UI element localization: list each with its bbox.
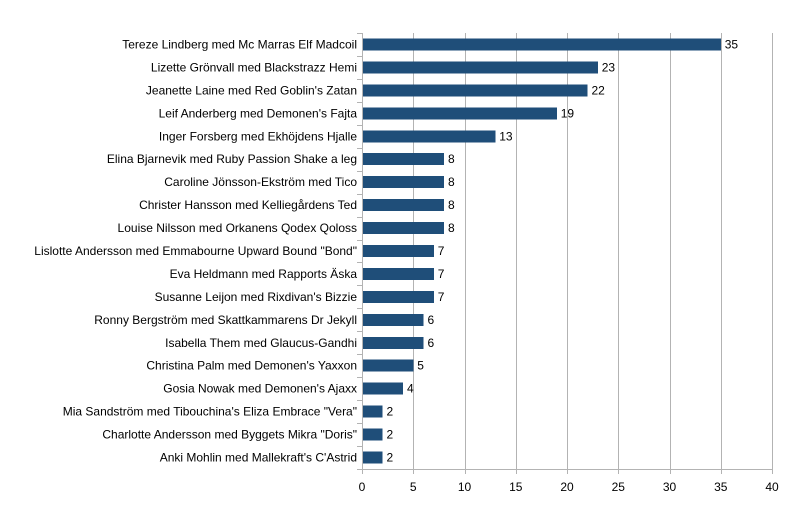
bar bbox=[363, 222, 444, 235]
bar bbox=[363, 313, 424, 326]
x-tick-label: 20 bbox=[560, 480, 574, 494]
category-label: Jeanette Laine med Red Goblin's Zatan bbox=[146, 83, 357, 97]
bars bbox=[363, 38, 721, 464]
bar bbox=[363, 382, 403, 395]
data-label: 2 bbox=[387, 428, 394, 442]
category-label: Anki Mohlin med Mallekraft's C'Astrid bbox=[160, 451, 357, 465]
data-label: 8 bbox=[448, 175, 455, 189]
bar bbox=[363, 290, 434, 303]
data-label: 4 bbox=[407, 382, 414, 396]
category-label: Leif Anderberg med Demonen's Fajta bbox=[159, 106, 358, 120]
category-label: Mia Sandström med Tibouchina's Eliza Emb… bbox=[63, 405, 357, 419]
x-tick-label: 40 bbox=[765, 480, 779, 494]
data-label: 6 bbox=[428, 313, 435, 327]
category-label: Lislotte Andersson med Emmabourne Upward… bbox=[34, 244, 357, 258]
category-label: Tereze Lindberg med Mc Marras Elf Madcoi… bbox=[122, 37, 357, 51]
bar bbox=[363, 405, 383, 418]
category-label: Isabella Them med Glaucus-Gandhi bbox=[165, 336, 357, 350]
data-label: 7 bbox=[438, 244, 445, 258]
category-label: Eva Heldmann med Rapports Äska bbox=[170, 267, 358, 281]
bar bbox=[363, 336, 424, 349]
bar bbox=[363, 130, 496, 143]
bar bbox=[363, 61, 598, 74]
data-label: 6 bbox=[428, 336, 435, 350]
category-label: Lizette Grönvall med Blackstrazz Hemi bbox=[151, 60, 357, 74]
category-label: Charlotte Andersson med Byggets Mikra "D… bbox=[102, 428, 357, 442]
gridlines bbox=[413, 33, 773, 469]
category-label: Ronny Bergström med Skattkammarens Dr Je… bbox=[94, 313, 357, 327]
x-tick-label: 5 bbox=[410, 480, 417, 494]
bar bbox=[363, 451, 383, 464]
category-label: Elina Bjarnevik med Ruby Passion Shake a… bbox=[107, 152, 357, 166]
data-label: 7 bbox=[438, 290, 445, 304]
x-tick-label: 25 bbox=[612, 480, 626, 494]
data-label: 23 bbox=[602, 60, 616, 74]
data-label: 35 bbox=[725, 37, 739, 51]
data-label: 2 bbox=[387, 451, 394, 465]
data-label: 8 bbox=[448, 152, 455, 166]
bar bbox=[363, 38, 721, 51]
data-label: 19 bbox=[561, 106, 575, 120]
bar bbox=[363, 107, 557, 120]
data-label: 8 bbox=[448, 198, 455, 212]
data-label: 5 bbox=[417, 359, 424, 373]
category-label: Christer Hansson med Kelliegårdens Ted bbox=[139, 198, 357, 212]
bar bbox=[363, 199, 444, 212]
x-tick-label: 30 bbox=[663, 480, 677, 494]
data-label: 8 bbox=[448, 221, 455, 235]
bar bbox=[363, 359, 414, 372]
category-label: Louise Nilsson med Orkanens Qodex Qoloss bbox=[118, 221, 357, 235]
x-tick-label: 0 bbox=[359, 480, 366, 494]
category-label: Inger Forsberg med Ekhöjdens Hjalle bbox=[159, 129, 357, 143]
data-label: 7 bbox=[438, 267, 445, 281]
category-label: Caroline Jönsson-Ekström med Tico bbox=[164, 175, 357, 189]
category-label: Gosia Nowak med Demonen's Ajaxx bbox=[163, 382, 357, 396]
bar bbox=[363, 428, 383, 441]
bar bbox=[363, 176, 444, 189]
data-label: 22 bbox=[592, 83, 606, 97]
bar bbox=[363, 153, 444, 166]
axes bbox=[357, 33, 773, 474]
bar bbox=[363, 245, 434, 257]
data-label: 13 bbox=[499, 129, 513, 143]
bar bbox=[363, 267, 434, 280]
x-tick-label: 10 bbox=[458, 480, 472, 494]
category-label: Susanne Leijon med Rixdivan's Bizzie bbox=[155, 290, 358, 304]
data-label: 2 bbox=[387, 405, 394, 419]
category-label: Christina Palm med Demonen's Yaxxon bbox=[146, 359, 357, 373]
bar bbox=[363, 84, 588, 97]
x-tick-label: 15 bbox=[509, 480, 523, 494]
x-tick-label: 35 bbox=[714, 480, 728, 494]
